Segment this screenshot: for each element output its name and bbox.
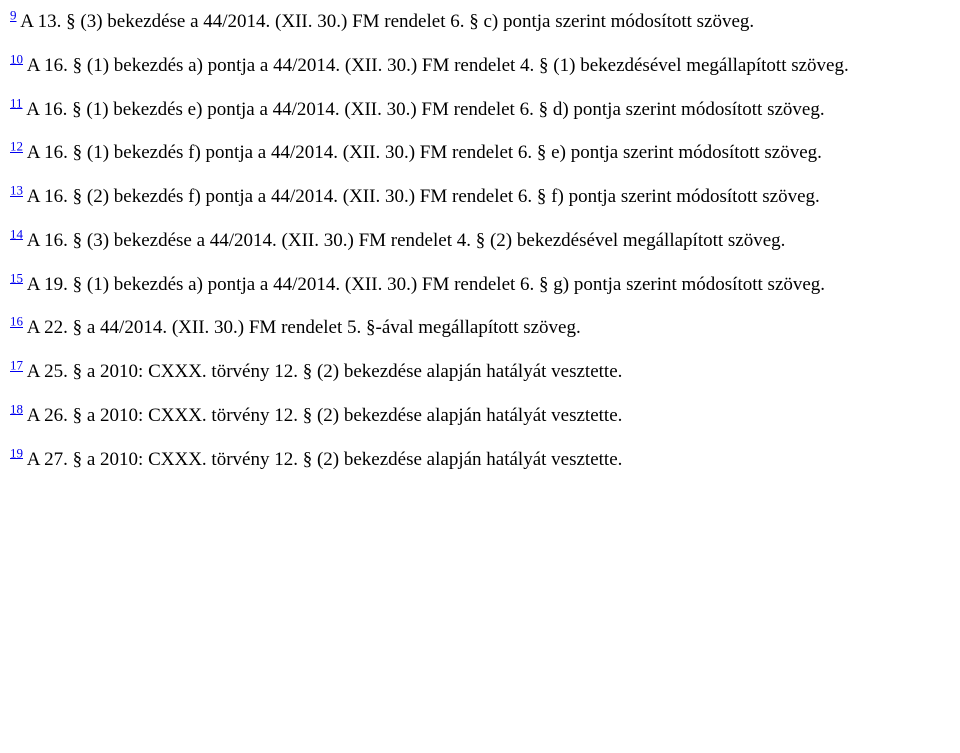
footnote-text: A 16. § (3) bekezdése a 44/2014. (XII. 3… [23, 230, 785, 251]
footnote-ref-17[interactable]: 17 [10, 358, 23, 373]
footnote-text: A 16. § (1) bekezdés f) pontja a 44/2014… [23, 142, 822, 163]
footnote-ref-16[interactable]: 16 [10, 314, 23, 329]
footnote-ref-18[interactable]: 18 [10, 401, 23, 416]
footnote-text: A 22. § a 44/2014. (XII. 30.) FM rendele… [23, 317, 581, 338]
footnote-ref-10[interactable]: 10 [10, 51, 23, 66]
footnote-ref-12[interactable]: 12 [10, 139, 23, 154]
footnote-15: 15 A 19. § (1) bekezdés a) pontja a 44/2… [10, 273, 950, 297]
footnote-9: 9 A 13. § (3) bekezdése a 44/2014. (XII.… [10, 10, 950, 34]
footnote-text: A 16. § (2) bekezdés f) pontja a 44/2014… [23, 186, 820, 207]
footnote-text: A 25. § a 2010: CXXX. törvény 12. § (2) … [23, 361, 622, 382]
footnote-text: A 16. § (1) bekezdés a) pontja a 44/2014… [23, 55, 849, 76]
footnote-17: 17 A 25. § a 2010: CXXX. törvény 12. § (… [10, 360, 950, 384]
footnote-12: 12 A 16. § (1) bekezdés f) pontja a 44/2… [10, 141, 950, 165]
footnote-18: 18 A 26. § a 2010: CXXX. törvény 12. § (… [10, 404, 950, 428]
footnote-text: A 19. § (1) bekezdés a) pontja a 44/2014… [23, 274, 825, 295]
footnote-text: A 26. § a 2010: CXXX. törvény 12. § (2) … [23, 405, 622, 426]
footnote-16: 16 A 22. § a 44/2014. (XII. 30.) FM rend… [10, 316, 950, 340]
footnote-text: A 16. § (1) bekezdés e) pontja a 44/2014… [23, 99, 825, 120]
footnote-14: 14 A 16. § (3) bekezdése a 44/2014. (XII… [10, 229, 950, 253]
footnote-text: A 27. § a 2010: CXXX. törvény 12. § (2) … [23, 449, 622, 470]
footnote-ref-14[interactable]: 14 [10, 226, 23, 241]
footnote-10: 10 A 16. § (1) bekezdés a) pontja a 44/2… [10, 54, 950, 78]
footnote-11: 11 A 16. § (1) bekezdés e) pontja a 44/2… [10, 98, 950, 122]
footnote-13: 13 A 16. § (2) bekezdés f) pontja a 44/2… [10, 185, 950, 209]
footnote-text: A 13. § (3) bekezdése a 44/2014. (XII. 3… [17, 11, 755, 32]
footnote-ref-19[interactable]: 19 [10, 445, 23, 460]
footnote-19: 19 A 27. § a 2010: CXXX. törvény 12. § (… [10, 448, 950, 472]
footnote-ref-11[interactable]: 11 [10, 95, 23, 110]
footnote-ref-15[interactable]: 15 [10, 270, 23, 285]
footnote-ref-13[interactable]: 13 [10, 183, 23, 198]
